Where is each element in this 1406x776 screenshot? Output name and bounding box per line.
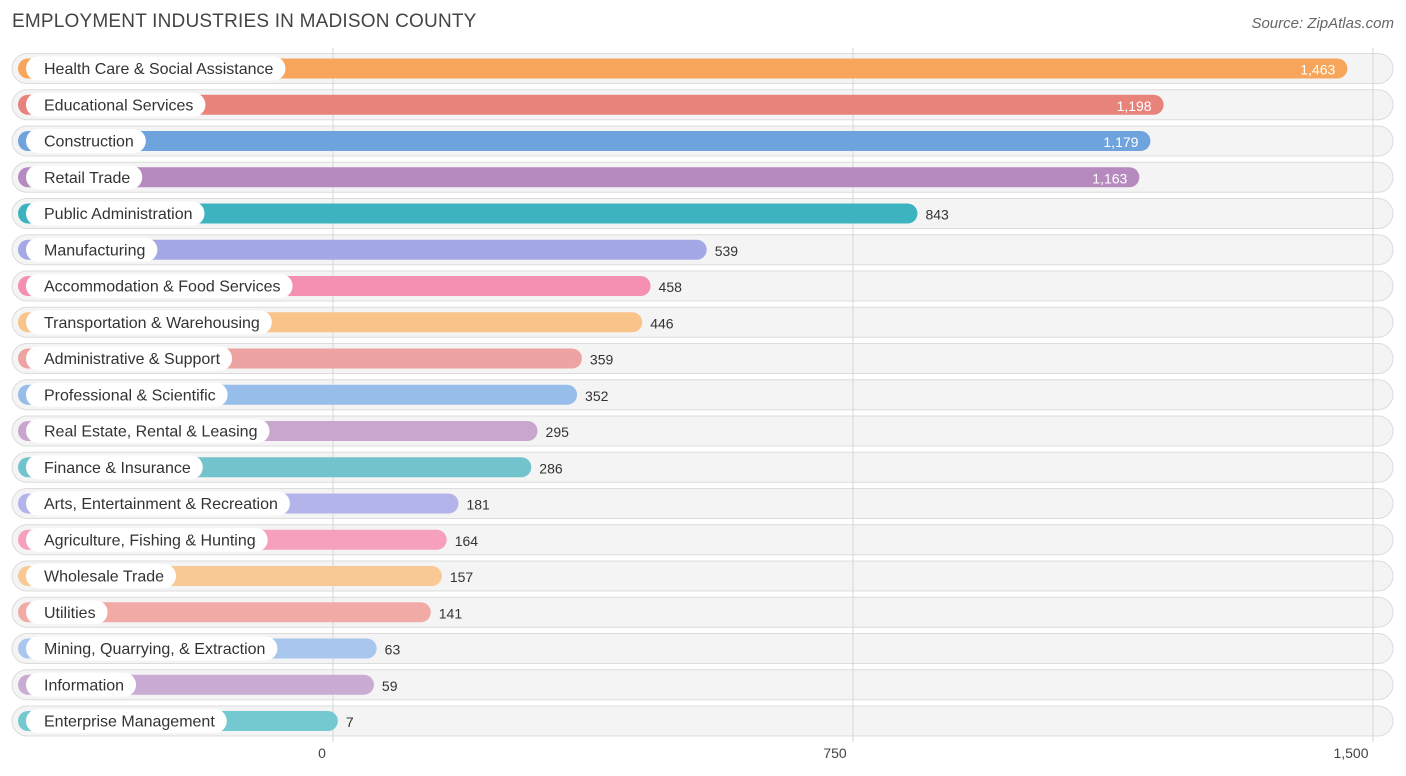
bar-group: Administrative & Support 359 (18, 346, 614, 371)
category-label: Agriculture, Fishing & Hunting (44, 532, 256, 549)
bar-group: Construction 1,179 (18, 129, 1151, 153)
bar-group: Retail Trade 1,163 (18, 165, 1140, 190)
category-label: Accommodation & Food Services (44, 279, 281, 296)
bar (18, 58, 1348, 79)
bar-group: Information 59 (18, 672, 398, 697)
bar (18, 602, 431, 623)
category-label-pill (26, 564, 177, 588)
value-label: 458 (659, 279, 683, 295)
bar-group: Wholesale Trade 157 (18, 564, 473, 588)
category-label: Health Care & Social Assistance (44, 61, 274, 78)
bar (18, 131, 1151, 151)
value-label: 7 (346, 714, 354, 730)
category-label: Manufacturing (44, 242, 145, 259)
category-label-pill (26, 310, 272, 335)
row-background (11, 705, 1394, 737)
value-label: 843 (925, 207, 949, 223)
category-label-pill (26, 455, 203, 480)
category-label: Utilities (44, 605, 96, 622)
category-label: Wholesale Trade (44, 569, 164, 586)
chart-title: EMPLOYMENT INDUSTRIES IN MADISON COUNTY (12, 11, 477, 32)
bar-group: Professional & Scientific 352 (18, 382, 609, 407)
category-label: Arts, Entertainment & Recreation (44, 496, 278, 513)
bar-group: Educational Services 1,198 (18, 92, 1164, 117)
category-label-pill (26, 491, 290, 516)
bar-group: Transportation & Warehousing 446 (18, 310, 674, 335)
value-label: 295 (546, 424, 570, 440)
category-label: Retail Trade (44, 170, 130, 187)
x-tick-label: 750 (823, 745, 847, 761)
bar-group: Manufacturing 539 (18, 237, 739, 262)
value-label: 59 (382, 678, 398, 694)
bar-group: Mining, Quarrying, & Extraction 63 (18, 636, 401, 661)
category-label-pill (26, 129, 146, 153)
value-label: 446 (650, 315, 674, 331)
value-label: 181 (466, 497, 490, 513)
category-label-pill (26, 709, 227, 733)
value-label: 1,463 (1300, 62, 1335, 78)
category-label: Educational Services (44, 97, 193, 114)
category-label-pill (26, 382, 228, 407)
category-label-pill (26, 672, 137, 697)
category-label-pill (26, 237, 158, 262)
bar-group: Finance & Insurance 286 (18, 455, 563, 480)
value-label: 286 (539, 460, 563, 476)
category-label: Mining, Quarrying, & Extraction (44, 641, 265, 658)
bar-group: Arts, Entertainment & Recreation 181 (18, 491, 490, 516)
bar (18, 94, 1164, 115)
bar-group: Utilities 141 (18, 600, 463, 625)
category-label-pill (26, 201, 205, 226)
value-label: 1,179 (1103, 134, 1138, 150)
x-tick-label: 0 (318, 745, 326, 761)
x-tick-label: 1,500 (1333, 745, 1368, 761)
bar (18, 203, 918, 224)
value-label: 539 (715, 243, 739, 259)
chart-source: Source: ZipAtlas.com (1251, 15, 1394, 32)
category-label: Information (44, 677, 124, 694)
bar-group: Accommodation & Food Services 458 (18, 274, 682, 298)
category-label: Real Estate, Rental & Leasing (44, 424, 257, 441)
bar-group: Real Estate, Rental & Leasing 295 (18, 419, 569, 443)
category-label: Construction (44, 134, 134, 151)
category-label-pill (26, 92, 206, 117)
bar (18, 167, 1140, 188)
category-label-pill (26, 600, 108, 625)
bar-group: Agriculture, Fishing & Hunting 164 (18, 527, 479, 552)
category-label-pill (26, 419, 270, 443)
category-label-pill (26, 274, 293, 298)
category-label: Administrative & Support (44, 351, 221, 368)
category-label-pill (26, 527, 268, 552)
category-label: Finance & Insurance (44, 460, 191, 477)
bar (18, 239, 707, 260)
category-label-pill (26, 346, 233, 371)
value-label: 1,163 (1092, 170, 1127, 186)
category-label: Enterprise Management (44, 714, 215, 731)
value-label: 141 (439, 605, 463, 621)
category-label: Transportation & Warehousing (44, 315, 260, 332)
category-label-pill (26, 165, 143, 190)
value-label: 1,198 (1117, 98, 1152, 114)
bar-group: Enterprise Management 7 (18, 709, 354, 733)
value-label: 164 (455, 533, 479, 549)
category-label-pill (26, 56, 286, 81)
category-label: Public Administration (44, 206, 193, 223)
bars: Health Care & Social Assistance 1,463 Educ… (18, 56, 1348, 733)
value-label: 157 (450, 569, 474, 585)
category-label: Professional & Scientific (44, 387, 216, 404)
category-label-pill (26, 636, 278, 661)
bar-group: Public Administration 843 (18, 201, 949, 226)
value-label: 352 (585, 388, 609, 404)
value-label: 63 (385, 642, 401, 658)
x-axis-ticks: 0 750 1,500 (318, 745, 1369, 761)
bar-group: Health Care & Social Assistance 1,463 (18, 56, 1348, 81)
value-label: 359 (590, 352, 614, 368)
